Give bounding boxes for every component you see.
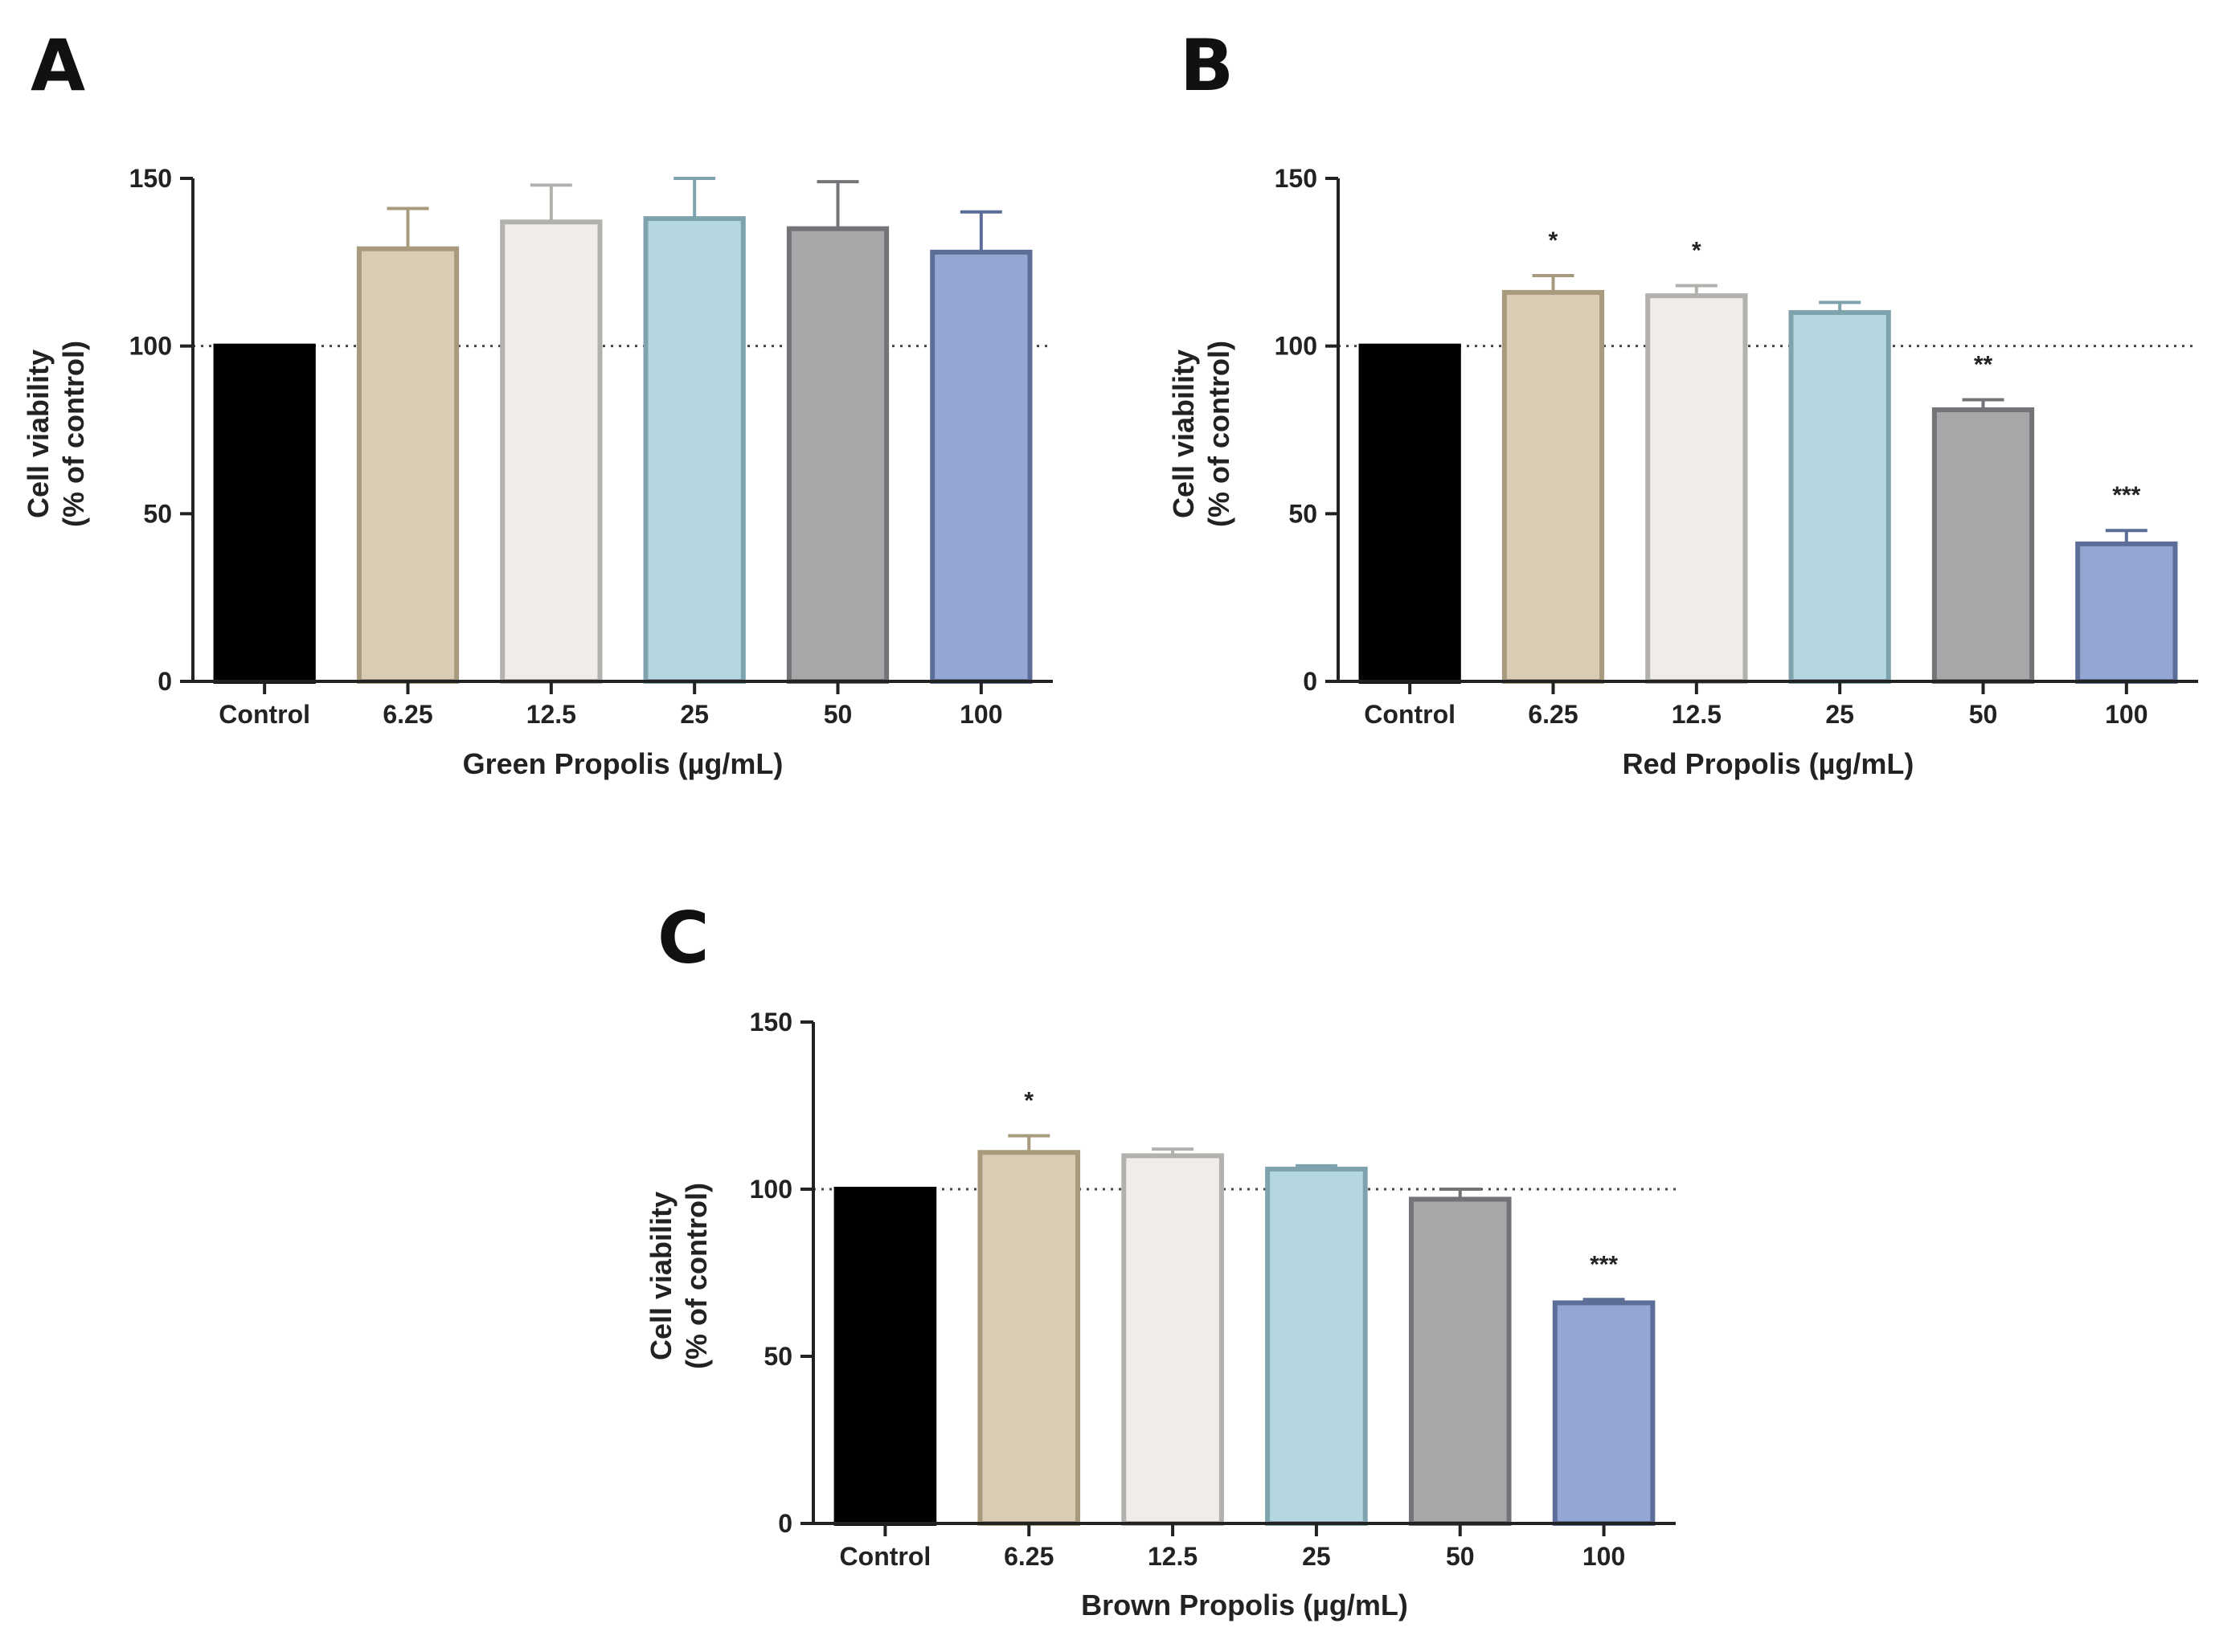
significance-marker: * [1549,227,1558,254]
significance-marker: *** [1590,1251,1618,1278]
x-tick-label: Control [1364,700,1456,729]
error-bar [387,206,429,249]
bar-12-5 [1121,1153,1224,1527]
x-tick-label: 100 [960,700,1002,729]
y-tick-label: 100 [1275,332,1317,361]
y-tick-label: 150 [1275,164,1317,193]
x-tick-label: Control [219,700,310,729]
error-bar [1008,1134,1050,1153]
bar-12-5 [1645,293,1748,684]
x-tick-label: 50 [824,700,853,729]
bar-25 [643,216,746,684]
bar-50 [1408,1196,1512,1526]
bar-50 [1931,407,2035,684]
x-tick-label: 6.25 [383,700,432,729]
bar-25 [1265,1167,1368,1527]
error-bar [530,183,572,223]
bar-6-25 [977,1150,1081,1526]
x-tick-label: 50 [1969,700,1998,729]
x-axis-title: Green Propolis (µg/mL) [463,747,784,780]
bar-control [213,343,316,684]
x-tick-label: 25 [1825,700,1854,729]
x-tick-label: Control [840,1542,931,1571]
bar-100 [930,249,1033,684]
y-axis-title: Cell viability(% of control) [645,1183,713,1369]
y-tick-label: 150 [129,164,172,193]
bar-6-25 [1501,289,1605,684]
y-tick-label: 100 [129,332,172,361]
y-axis-title: Cell viability(% of control) [1167,341,1235,527]
y-tick-label: 150 [750,1008,792,1037]
y-tick-label: 50 [764,1342,792,1371]
significance-marker: * [1024,1087,1034,1114]
bar-50 [786,226,890,685]
error-bar [674,177,716,219]
error-bar [817,180,859,229]
x-tick-label: 12.5 [1148,1542,1198,1571]
bar-12-5 [500,219,603,684]
bar-100 [1552,1300,1656,1526]
bar-control [1358,343,1461,684]
x-axis-title: Red Propolis (µg/mL) [1623,747,1914,780]
panel-b-letter: B [1180,24,1234,107]
bar-100 [2075,541,2178,684]
panel-a-letter: A [31,24,85,107]
error-bar [960,210,1002,252]
y-tick-label: 50 [143,499,172,528]
y-tick-label: 0 [158,667,172,696]
x-tick-label: 6.25 [1528,700,1578,729]
panel-a-plot: 0 50 100 150 Control 6.25 12.5 25 50 100 Green Pro… [22,164,1053,780]
x-tick-label: 100 [2105,700,2147,729]
x-tick-label: 12.5 [526,700,576,729]
panel-c-letter: C [657,897,710,979]
x-tick-label: 25 [680,700,709,729]
panel-a: A 0 50 100 150 Control 6.25 12.5 25 50 100 Green P… [22,24,1053,780]
bar-control [833,1187,937,1526]
y-tick-label: 50 [1288,499,1317,528]
x-tick-label: 50 [1446,1542,1475,1571]
y-axis-title: Cell viability(% of control) [22,341,90,527]
y-tick-label: 0 [778,1509,792,1538]
significance-marker: ** [1974,351,1993,378]
x-tick-label: 6.25 [1004,1542,1054,1571]
significance-marker: *** [2112,482,2140,509]
x-axis-title: Brown Propolis (µg/mL) [1081,1589,1408,1621]
bar-25 [1788,309,1891,684]
y-tick-label: 0 [1303,667,1317,696]
x-tick-label: 25 [1302,1542,1331,1571]
significance-marker: * [1692,238,1701,264]
bar-6-25 [356,246,460,684]
y-tick-label: 100 [750,1175,792,1204]
x-tick-label: 12.5 [1672,700,1722,729]
error-bar [1532,274,1574,292]
x-tick-label: 100 [1582,1542,1625,1571]
